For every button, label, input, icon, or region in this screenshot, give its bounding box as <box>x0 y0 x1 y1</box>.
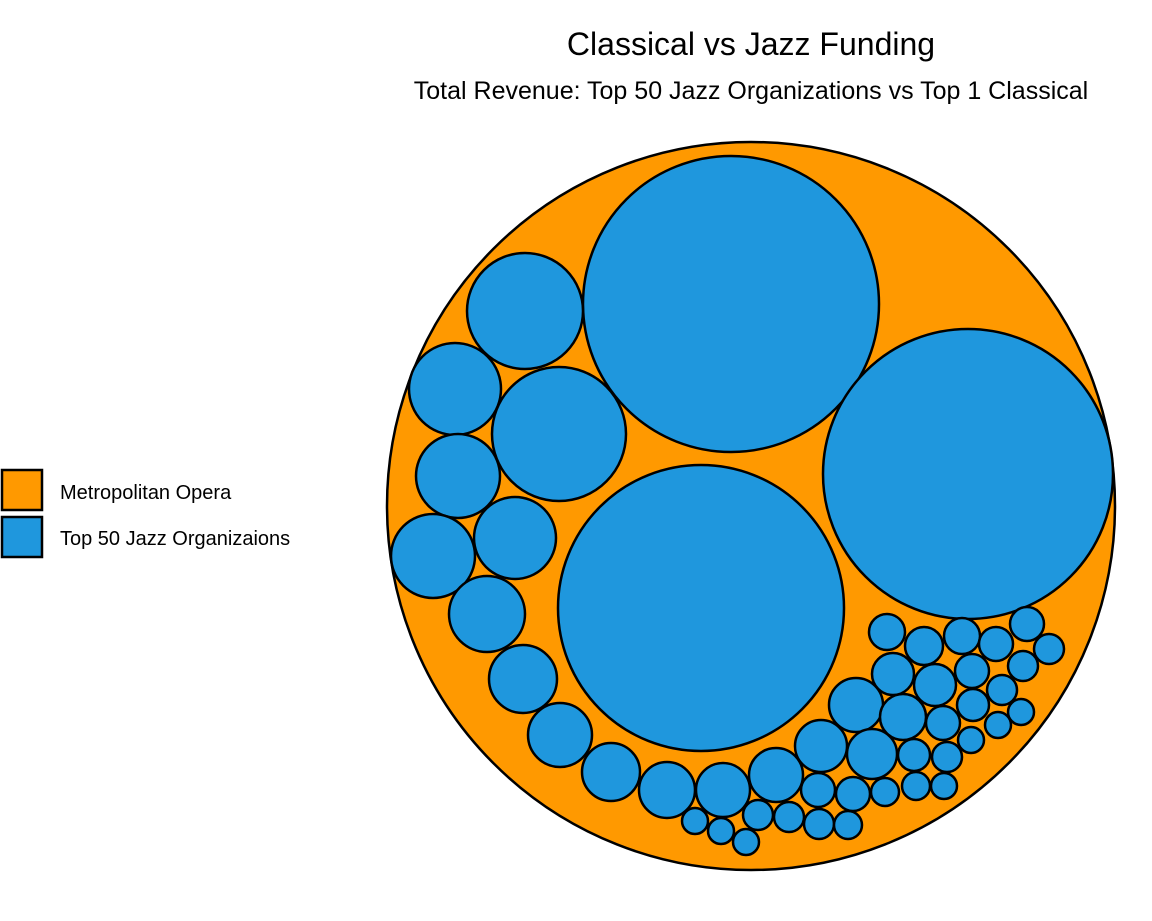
bubble-jazz-org-3 <box>556 463 846 753</box>
bubble-jazz-org-38 <box>956 725 986 755</box>
bubble-jazz-org-30 <box>955 687 991 723</box>
bubble-jazz-org-40 <box>1006 697 1036 727</box>
bubble-jazz-org-21 <box>912 662 958 708</box>
chart-subtitle: Total Revenue: Top 50 Jazz Organizations… <box>414 77 1088 105</box>
bubble-jazz-org-41 <box>869 776 901 808</box>
bubble-jazz-org-6 <box>407 341 503 437</box>
bubble-jazz-org-8 <box>389 512 477 600</box>
legend-label-top-50-jazz: Top 50 Jazz Organizaions <box>60 528 290 550</box>
legend: Metropolitan Opera Top 50 Jazz Organizai… <box>0 468 290 559</box>
legend-swatch-top-50-jazz <box>0 515 44 559</box>
legend-swatch-metropolitan-opera <box>0 468 44 512</box>
bubble-jazz-org-5 <box>465 251 585 371</box>
bubble-jazz-org-34 <box>896 737 932 773</box>
bubble-jazz-org-24 <box>867 612 907 652</box>
bubble-jazz-org-37 <box>834 775 872 813</box>
bubble-jazz-org-45 <box>772 800 806 834</box>
bubble-jazz-org-28 <box>953 652 991 690</box>
legend-label-metropolitan-opera: Metropolitan Opera <box>60 482 232 504</box>
bubble-jazz-org-35 <box>930 740 964 774</box>
bubbles <box>385 140 1117 872</box>
bubble-jazz-org-44 <box>741 798 775 832</box>
bubble-jazz-org-13 <box>526 701 594 769</box>
bubble-jazz-org-7 <box>414 432 502 520</box>
bubble-jazz-org-47 <box>832 809 864 841</box>
bubble-jazz-org-25 <box>942 616 982 656</box>
chart-title: Classical vs Jazz Funding <box>567 26 935 62</box>
bubble-jazz-org-9 <box>472 495 558 581</box>
bubble-jazz-org-39 <box>983 710 1013 740</box>
bubble-jazz-org-32 <box>985 673 1019 707</box>
bubble-jazz-org-31 <box>1006 649 1040 683</box>
bubble-jazz-org-15 <box>793 718 849 774</box>
bubble-jazz-org-48 <box>680 806 710 836</box>
bubble-jazz-org-10 <box>447 574 527 654</box>
bubble-jazz-org-43 <box>929 771 959 801</box>
bubble-jazz-org-42 <box>900 770 932 802</box>
bubble-jazz-org-23 <box>903 625 945 667</box>
bubble-jazz-org-19 <box>845 727 899 781</box>
bubble-jazz-org-2 <box>821 327 1115 621</box>
bubble-jazz-org-29 <box>924 704 962 742</box>
bubble-jazz-org-49 <box>706 816 736 846</box>
bubble-jazz-org-14 <box>580 741 642 803</box>
bubble-jazz-org-22 <box>870 651 916 697</box>
bubble-jazz-org-4 <box>490 365 628 503</box>
bubble-jazz-org-27 <box>1008 605 1046 643</box>
bubble-jazz-org-18 <box>694 761 752 819</box>
bubble-jazz-org-33 <box>1032 632 1066 666</box>
bubble-jazz-org-46 <box>802 807 836 841</box>
bubble-jazz-org-36 <box>799 771 837 809</box>
bubble-jazz-org-50 <box>731 827 761 857</box>
bubble-jazz-org-1 <box>581 154 881 454</box>
bubble-jazz-org-26 <box>977 625 1015 663</box>
bubble-jazz-org-11 <box>487 643 559 715</box>
bubble-jazz-org-20 <box>747 746 805 804</box>
